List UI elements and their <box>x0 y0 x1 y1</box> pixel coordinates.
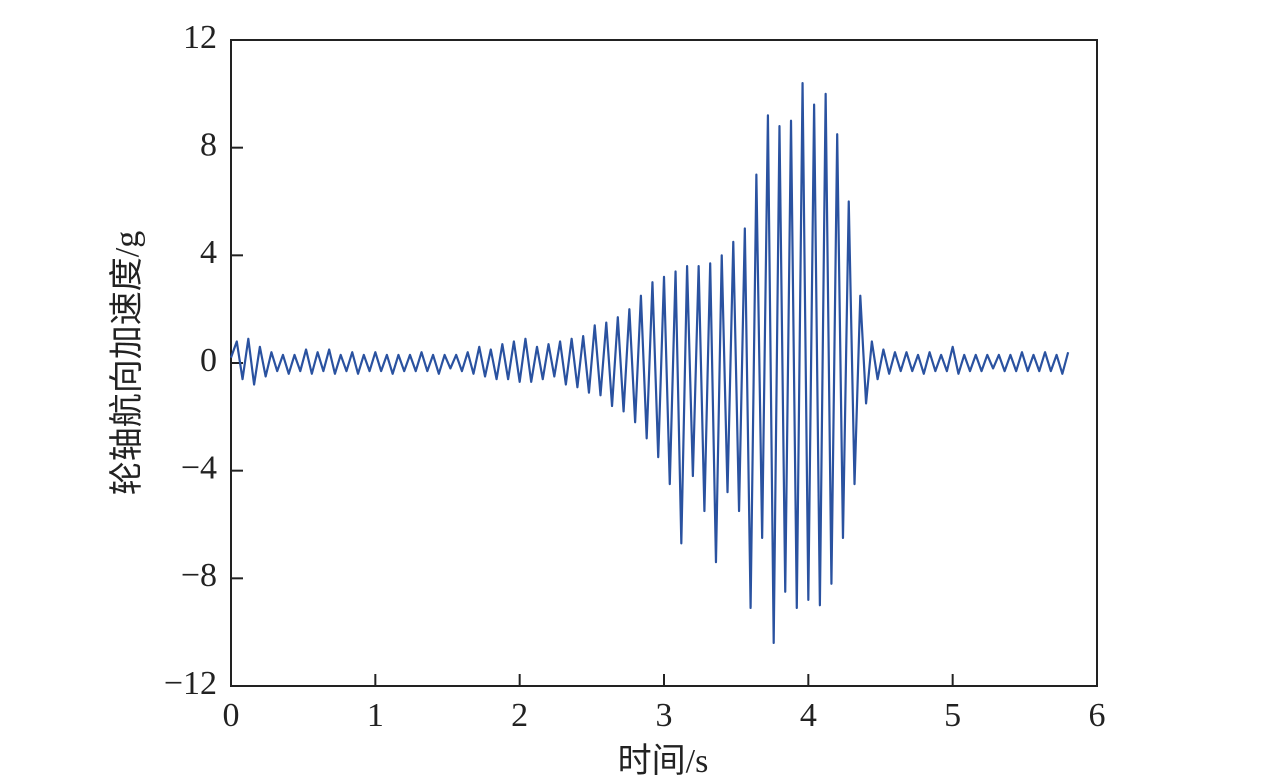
x-tick-label: 5 <box>944 697 961 734</box>
y-tick-label: 12 <box>183 19 217 56</box>
y-axis-label: 轮轴航向加速度/g <box>108 231 146 495</box>
y-tick-label: 0 <box>200 342 217 379</box>
x-tick-label: 6 <box>1089 697 1106 734</box>
x-tick-label: 2 <box>511 697 528 734</box>
x-axis-label: 时间/s <box>618 743 709 780</box>
y-tick-label: −8 <box>181 557 217 594</box>
y-tick-label: 4 <box>200 234 217 271</box>
x-tick-label: 3 <box>656 697 673 734</box>
signal-line <box>229 81 1070 645</box>
y-tick-label: 8 <box>200 126 217 163</box>
x-tick-label: 1 <box>367 697 384 734</box>
y-tick-label: −4 <box>181 449 217 486</box>
x-tick-label: 0 <box>223 697 240 734</box>
x-tick-label: 4 <box>800 697 817 734</box>
y-tick-label: −12 <box>164 665 217 702</box>
